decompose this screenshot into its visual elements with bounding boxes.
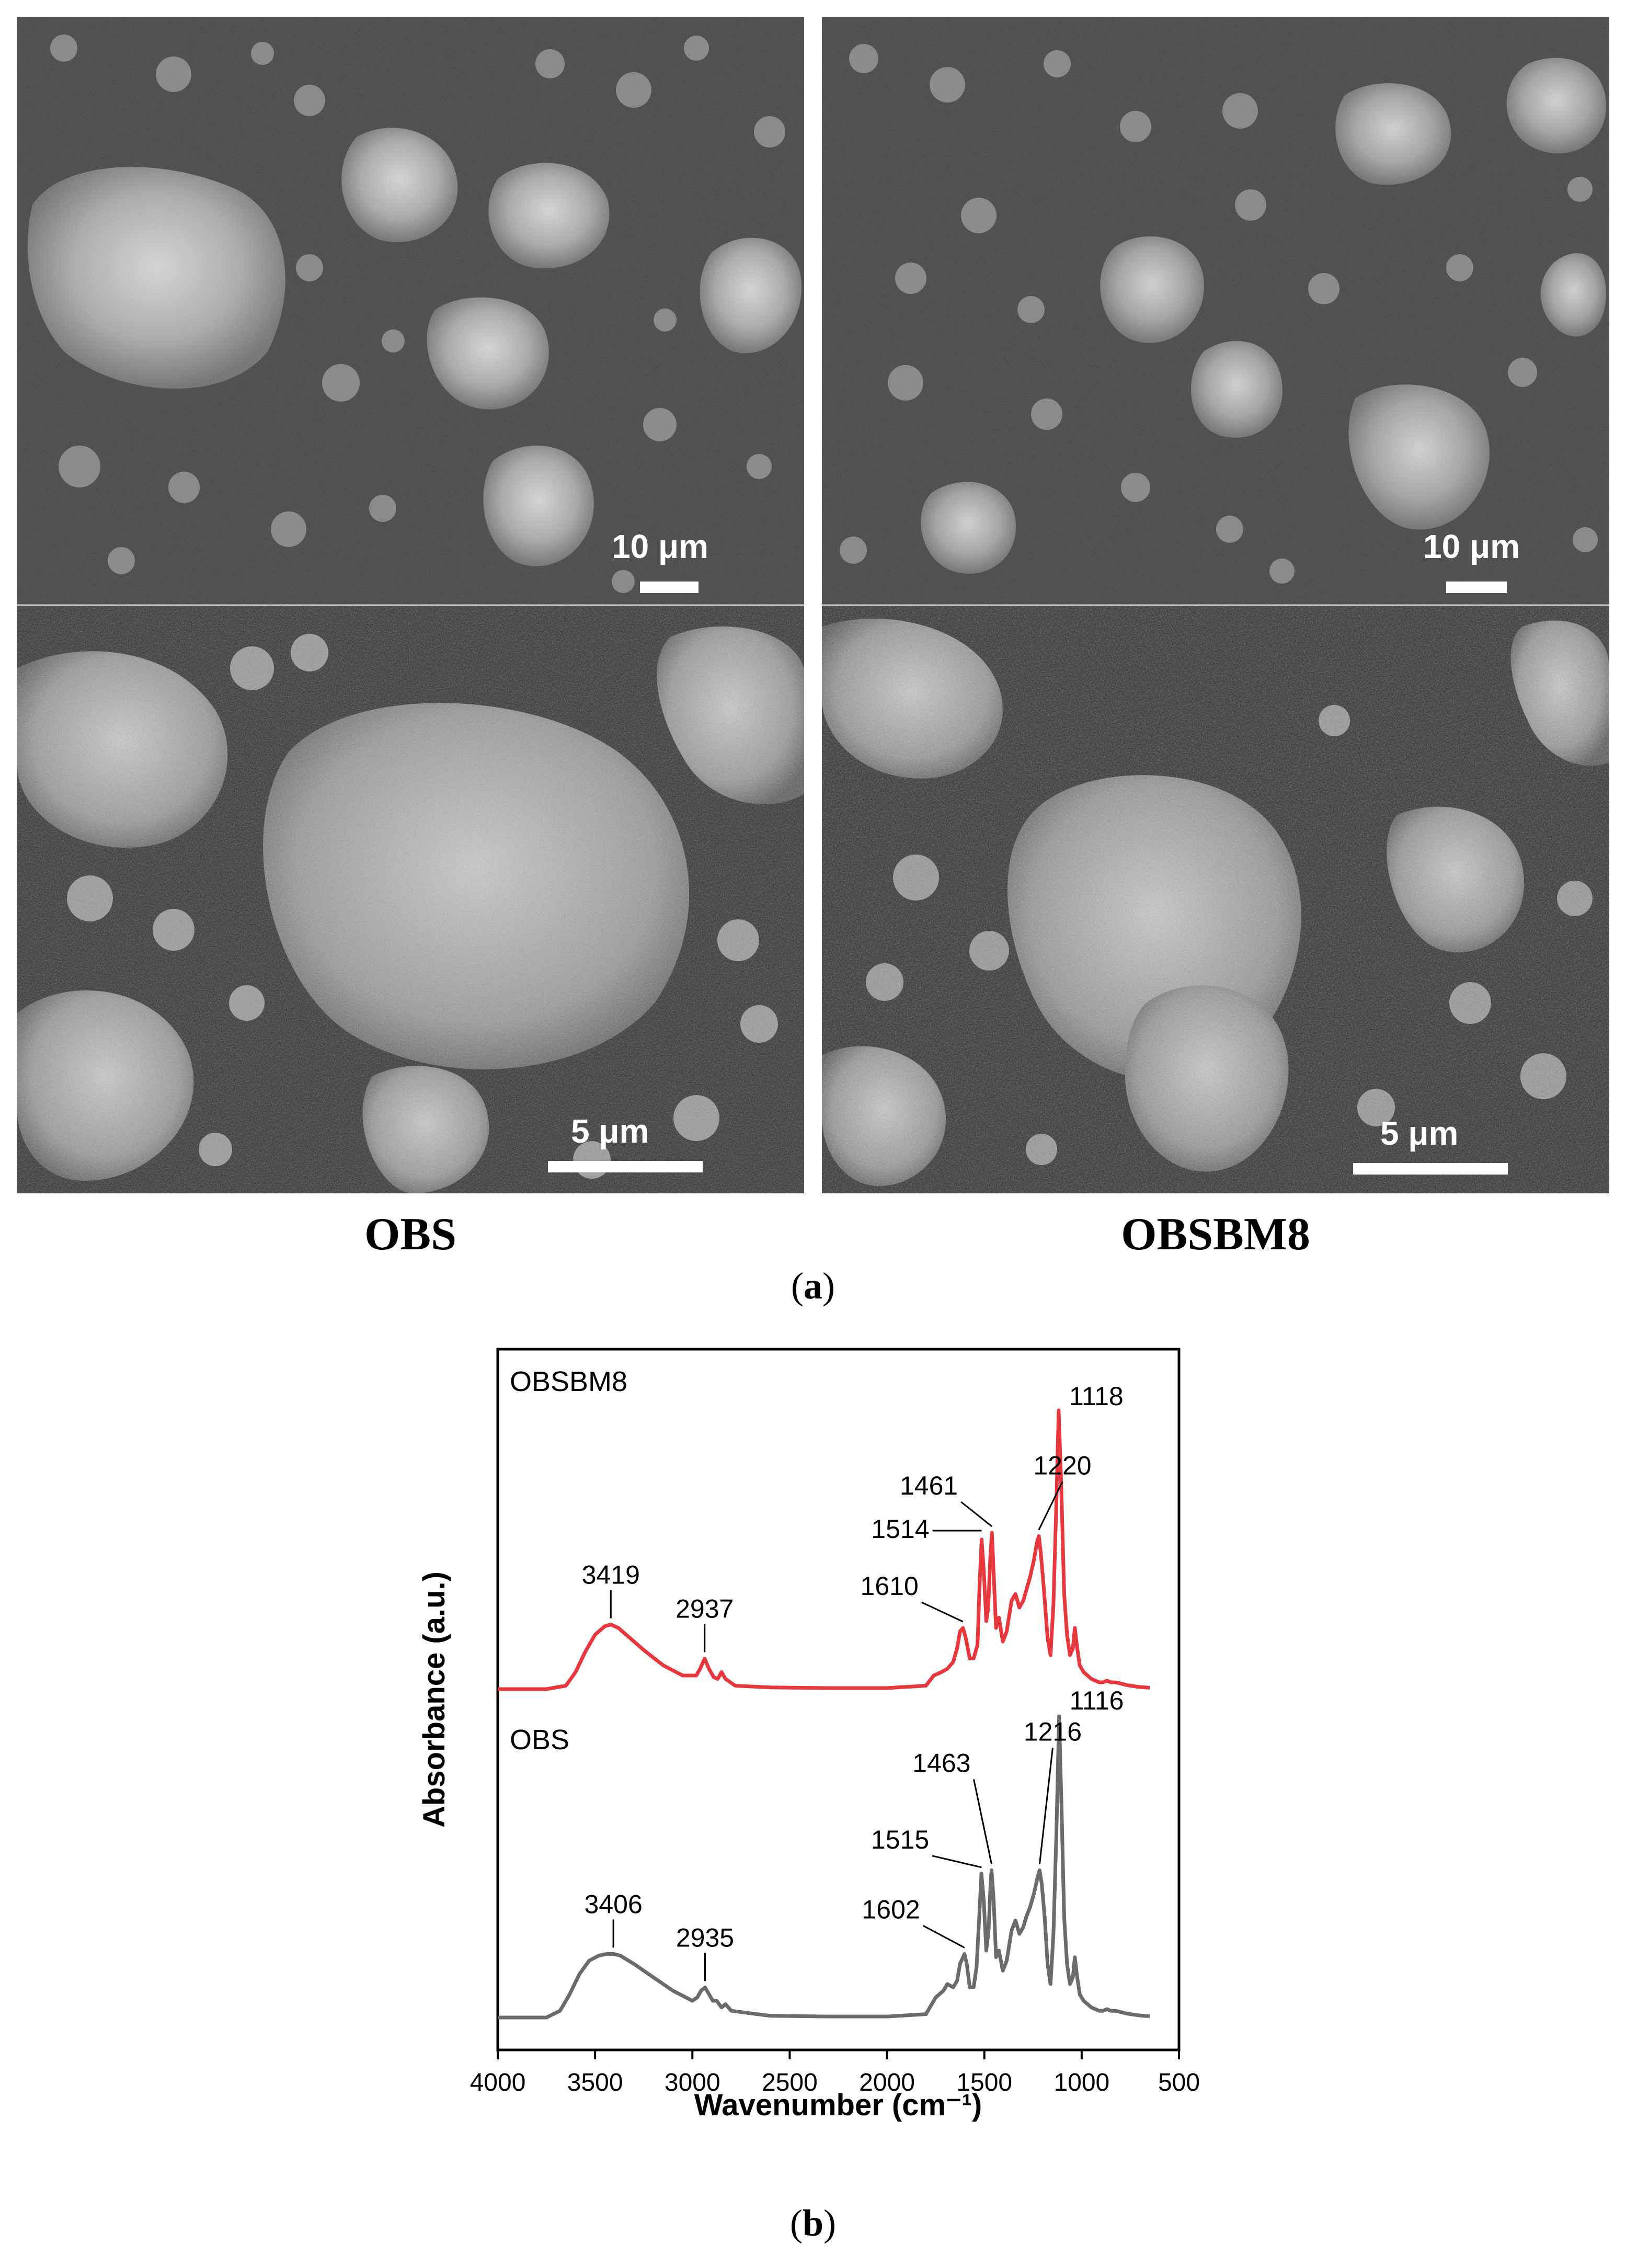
peak-leader-line (960, 1501, 993, 1528)
series-group (498, 1408, 1150, 2020)
y-axis-label: Absorbance (a.u.) (417, 1571, 451, 1828)
x-tick-label: 1000 (1054, 2069, 1109, 2096)
caption-paren-open: ( (789, 2202, 803, 2244)
sem-image-obs-high-mag: 5 μm (17, 606, 804, 1193)
peak-label: 1118 (1069, 1382, 1124, 1411)
sem-texture (17, 606, 804, 1193)
caption-paren-close: ) (822, 1265, 835, 1307)
caption-paren-close: ) (823, 2202, 836, 2244)
scale-bar-label: 5 μm (1380, 1114, 1459, 1152)
sample-label-obs: OBS (364, 1209, 457, 1260)
figure-a-caption: (a) (708, 1264, 918, 1308)
plot-frame (496, 1348, 1181, 2052)
scale-bar (1353, 1163, 1508, 1175)
x-tick-label: 4000 (470, 2069, 526, 2096)
peak-label: 3406 (585, 1889, 643, 1919)
ftir-chart: 4000 3500 3000 2500 2000 1500 1000 500 Wavenumb… (417, 1348, 1200, 2122)
sem-image-obsbm8-low-mag: 10 μm (822, 17, 1609, 605)
caption-paren-open: ( (791, 1265, 804, 1307)
peak-label: 2935 (676, 1923, 734, 1952)
caption-letter: b (802, 2202, 824, 2244)
peak-leader-line (932, 1855, 982, 1868)
series-label-obsbm8: OBSBM8 (510, 1366, 627, 1397)
peak-label: 1116 (1070, 1686, 1124, 1715)
sem-texture (822, 606, 1609, 1193)
peak-label: 1220 (1033, 1451, 1091, 1480)
x-tick-label: 1500 (956, 2069, 1012, 2096)
scale-bar-label: 5 μm (571, 1112, 649, 1150)
scale-bar (548, 1161, 703, 1172)
x-tick-label: 500 (1158, 2069, 1200, 2096)
peak-label: 1514 (871, 1514, 929, 1544)
x-tick-label: 3500 (567, 2069, 623, 2096)
peak-label: 1216 (1024, 1717, 1082, 1746)
x-tick-label: 2500 (762, 2069, 818, 2096)
peak-label: 1602 (862, 1895, 920, 1924)
peak-leader-line (921, 1601, 964, 1623)
scale-bar-label: 10 μm (612, 528, 709, 565)
scale-bar (1446, 582, 1507, 593)
peak-leader-line (973, 1779, 992, 1864)
peak-label: 1461 (900, 1471, 958, 1500)
scale-bar (640, 582, 699, 593)
peak-label: 1610 (861, 1571, 919, 1601)
sample-label-obsbm8: OBSBM8 (1121, 1209, 1310, 1260)
x-axis-label: Wavenumber (cm⁻¹) (694, 2088, 982, 2122)
sem-texture (17, 17, 804, 605)
peak-annotations: 3419 2937 1610 1514 1461 1220 1118 3406 2935 1602… (582, 1382, 1124, 1981)
series-line-obs (498, 1714, 1150, 2020)
figure-b-caption: (b) (708, 2202, 918, 2245)
x-tick-label: 2000 (859, 2069, 915, 2096)
peak-label: 1515 (871, 1825, 929, 1854)
x-axis: 4000 3500 3000 2500 2000 1500 1000 500 (470, 2050, 1200, 2096)
peak-leader-line (1038, 1481, 1063, 1531)
sem-image-obs-low-mag: 10 μm (17, 17, 804, 605)
series-label-obs: OBS (510, 1724, 569, 1756)
peak-label: 2937 (675, 1594, 734, 1624)
x-tick-label: 3000 (665, 2069, 720, 2096)
caption-letter: a (804, 1265, 822, 1307)
peak-label: 1463 (912, 1748, 970, 1777)
sem-texture (822, 17, 1609, 605)
peak-leader-line (1038, 1748, 1054, 1864)
scale-bar-label: 10 μm (1423, 528, 1520, 565)
peak-label: 3419 (582, 1560, 640, 1590)
peak-leader-line (923, 1925, 965, 1948)
sem-image-obsbm8-high-mag: 5 μm (822, 606, 1609, 1193)
series-line-obsbm8 (498, 1408, 1150, 1691)
